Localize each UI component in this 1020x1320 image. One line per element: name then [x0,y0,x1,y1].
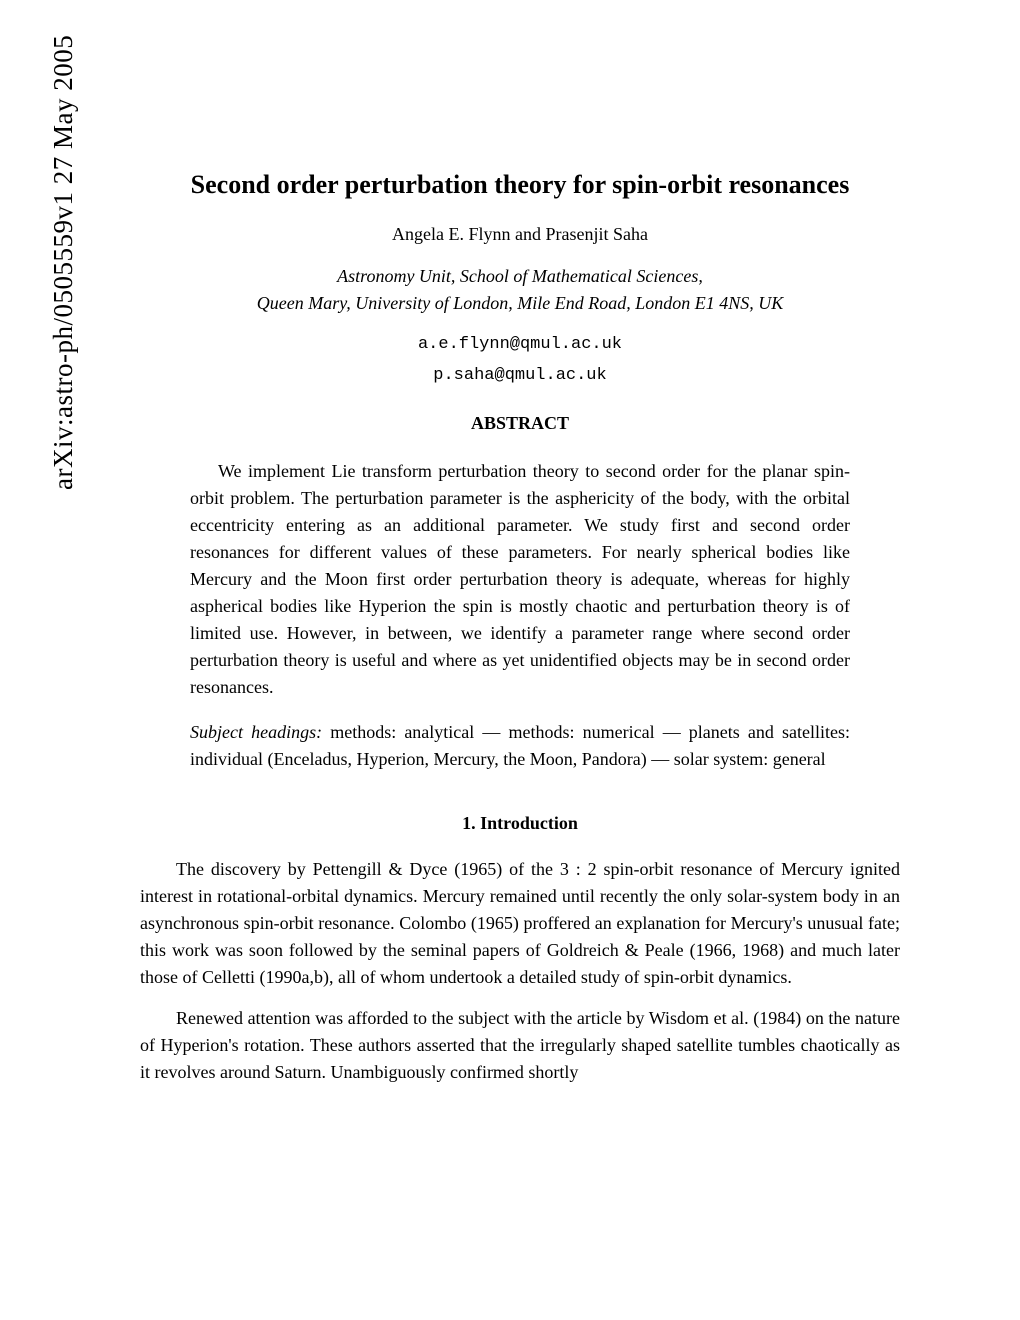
abstract-heading: ABSTRACT [140,413,900,434]
abstract-text: We implement Lie transform perturbation … [190,458,850,701]
affiliation-line-1: Astronomy Unit, School of Mathematical S… [337,266,703,286]
paper-content: Second order perturbation theory for spi… [140,170,900,1100]
subject-headings-label: Subject headings: [190,722,322,742]
subject-headings: Subject headings: methods: analytical — … [190,719,850,773]
section-1-heading: 1. Introduction [140,813,900,834]
intro-paragraph-2: Renewed attention was afforded to the su… [140,1005,900,1086]
email-1: a.e.flynn@qmul.ac.uk [140,335,900,354]
intro-paragraph-1: The discovery by Pettengill & Dyce (1965… [140,856,900,991]
email-2: p.saha@qmul.ac.uk [140,366,900,385]
arxiv-identifier: arXiv:astro-ph/0505559v1 27 May 2005 [48,35,79,490]
abstract-body: We implement Lie transform perturbation … [190,458,850,773]
affiliation-line-2: Queen Mary, University of London, Mile E… [257,293,783,313]
paper-title: Second order perturbation theory for spi… [140,170,900,200]
paper-authors: Angela E. Flynn and Prasenjit Saha [140,224,900,245]
paper-affiliation: Astronomy Unit, School of Mathematical S… [140,263,900,317]
